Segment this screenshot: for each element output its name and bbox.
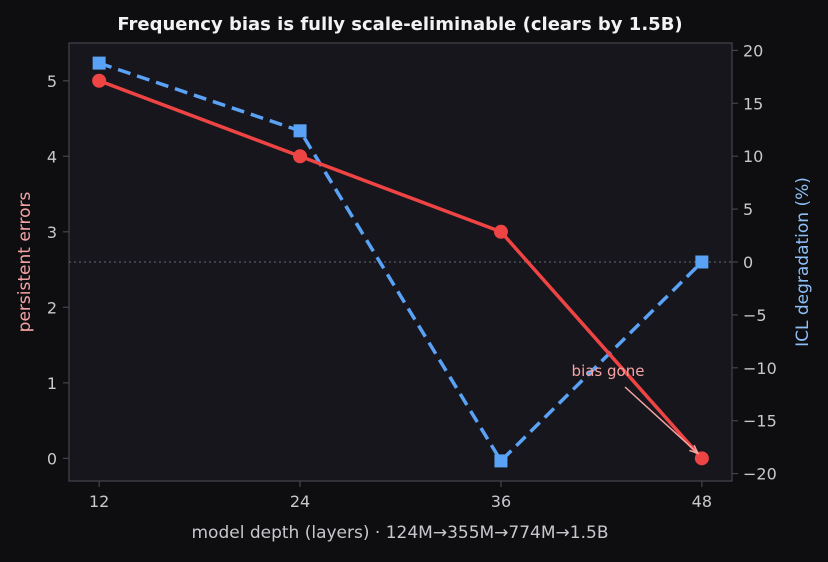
left-y-tick-label: 5 xyxy=(47,72,57,91)
right-y-tick-label: −5 xyxy=(743,306,767,325)
persistent-errors-line xyxy=(97,79,704,461)
right-y-tick-label: 20 xyxy=(743,41,763,60)
left-y-tick-label: 3 xyxy=(47,223,57,242)
right-y-tick-label: 5 xyxy=(743,200,753,219)
annotation-layer: bias gone xyxy=(572,362,700,455)
right-y-tick-label: 10 xyxy=(743,147,763,166)
right-y-tick-label: 15 xyxy=(743,94,763,113)
x-tick-label: 12 xyxy=(89,492,109,511)
left-y-axis: 0 1 2 3 4 5 xyxy=(47,72,69,468)
right-y-axis: −20 −15 −10 −5 0 5 10 15 20 xyxy=(732,41,777,484)
right-y-tick-label: −15 xyxy=(743,412,777,431)
chart-title: Frequency bias is fully scale-eliminable… xyxy=(117,14,682,35)
x-tick-label: 36 xyxy=(491,492,511,511)
left-y-tick-label: 0 xyxy=(47,449,57,468)
icl-degradation-point xyxy=(695,255,709,269)
icl-degradation-point xyxy=(494,454,508,468)
left-y-tick-label: 2 xyxy=(47,298,57,317)
left-y-tick-label: 4 xyxy=(47,147,57,166)
left-y-tick-label: 1 xyxy=(47,374,57,393)
right-y-tick-label: 0 xyxy=(743,253,753,272)
right-y-tick-label: −20 xyxy=(743,465,777,484)
persistent-errors-point xyxy=(694,451,709,466)
icl-degradation-point xyxy=(92,56,106,70)
annotation-arrow xyxy=(624,386,699,454)
persistent-errors-point xyxy=(493,224,508,239)
persistent-errors-point xyxy=(92,73,107,88)
annotation-text: bias gone xyxy=(572,362,645,380)
right-y-axis-label: ICL degradation (%) xyxy=(793,177,813,347)
x-axis: 12 24 36 48 xyxy=(89,481,712,511)
x-axis-label: model depth (layers) · 124M→355M→774M→1.… xyxy=(192,523,609,543)
icl-degradation-point xyxy=(293,124,307,138)
x-tick-label: 24 xyxy=(290,492,310,511)
right-y-tick-label: −10 xyxy=(743,359,777,378)
series-layer xyxy=(92,56,709,468)
icl-degradation-line xyxy=(98,61,704,463)
x-tick-label: 48 xyxy=(692,492,712,511)
annotation-arrowhead xyxy=(689,444,700,455)
persistent-errors-point xyxy=(293,149,308,164)
left-y-axis-label: persistent errors xyxy=(15,192,35,333)
